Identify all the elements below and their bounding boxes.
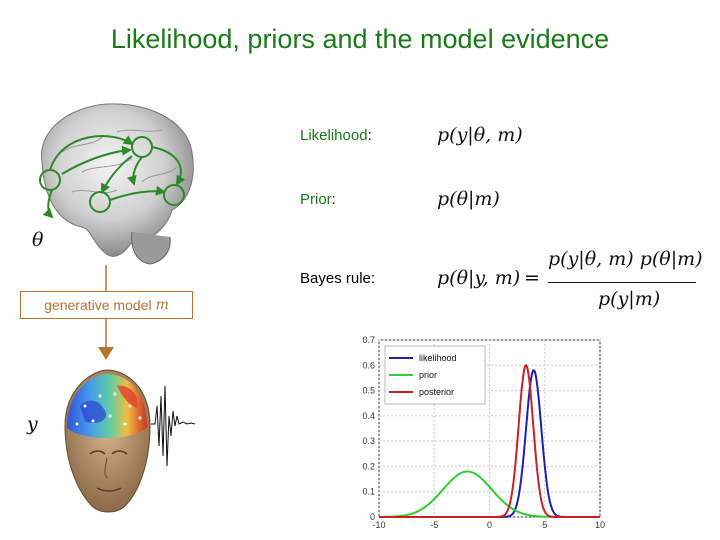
likelihood-label: Likelihood: [300, 127, 368, 144]
bayes-numerator: p(y|θ, m) p(θ|m): [548, 248, 703, 270]
brain-illustration: [39, 103, 194, 265]
equals-sign: =: [524, 267, 540, 289]
generative-model-symbol: m: [155, 297, 169, 313]
brain-shape: [40, 103, 194, 257]
x-tick-label: -5: [430, 520, 438, 530]
y-symbol: y: [27, 413, 38, 435]
x-tick-label: 10: [595, 520, 605, 530]
legend-box: [384, 345, 486, 405]
likelihood-formula: p(y|θ, m): [437, 124, 523, 146]
likelihood-term: Likelihood:: [300, 127, 372, 144]
legend-label-prior: prior: [419, 370, 437, 380]
x-tick-label: -10: [372, 520, 385, 530]
prior-formula: p(θ|m): [437, 188, 500, 210]
prior-term: Prior:: [300, 191, 336, 208]
head-eeg-illustration: [64, 369, 196, 513]
y-tick-label: 0.1: [362, 487, 375, 497]
node-bottom-left: [89, 191, 111, 213]
theta-symbol: θ: [32, 229, 44, 251]
bayes-rule-label: Bayes rule:: [300, 270, 376, 287]
down-arrow-icon: [98, 347, 114, 360]
distribution-chart: -10 -5 0 5 10 0 0.1 0.2 0.3 0.4 0.5 0.6 0.7 likelihoo…: [362, 335, 605, 530]
legend-label-likelihood: likelihood: [419, 353, 457, 363]
y-tick-label: 0.6: [362, 360, 375, 370]
x-tick-label: 0: [487, 520, 492, 530]
bayes-denominator: p(y|m): [598, 288, 661, 310]
generative-model-box: generative model m: [20, 291, 193, 319]
generative-model-label: generative model: [44, 297, 152, 313]
series-line-posterior: [379, 364, 600, 518]
y-tick-label: 0.7: [362, 335, 375, 345]
eeg-trace: [151, 385, 196, 467]
x-tick-label: 5: [542, 520, 547, 530]
y-tick-label: 0.2: [362, 461, 375, 471]
y-tick-label: 0: [370, 512, 375, 522]
fraction-bar: [548, 282, 696, 283]
y-tick-label: 0.5: [362, 386, 375, 396]
y-tick-label: 0.4: [362, 411, 375, 421]
posterior-formula: p(θ|y, m): [437, 267, 521, 289]
prior-label: Prior: [300, 191, 332, 208]
legend-label-posterior: posterior: [419, 387, 454, 397]
slide-title: Likelihood, priors and the model evidenc…: [110, 24, 610, 54]
y-tick-label: 0.3: [362, 436, 375, 446]
